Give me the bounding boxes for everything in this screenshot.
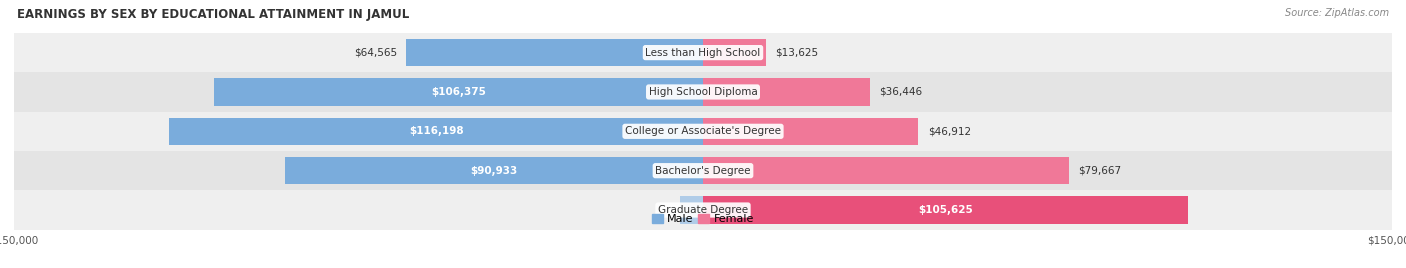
Legend: Male, Female: Male, Female: [647, 210, 759, 229]
Text: Less than High School: Less than High School: [645, 48, 761, 58]
Text: $0: $0: [713, 205, 725, 215]
Text: $106,375: $106,375: [432, 87, 486, 97]
Text: Graduate Degree: Graduate Degree: [658, 205, 748, 215]
Text: $64,565: $64,565: [354, 48, 398, 58]
Text: Bachelor's Degree: Bachelor's Degree: [655, 166, 751, 176]
Text: $90,933: $90,933: [471, 166, 517, 176]
Text: $36,446: $36,446: [880, 87, 922, 97]
Text: $46,912: $46,912: [928, 126, 970, 136]
Bar: [169, 118, 703, 145]
Bar: [14, 112, 1392, 151]
Text: $13,625: $13,625: [775, 48, 818, 58]
Text: $105,625: $105,625: [918, 205, 973, 215]
Bar: [14, 151, 1392, 190]
Bar: [703, 157, 1069, 184]
Bar: [406, 39, 703, 66]
Text: $116,198: $116,198: [409, 126, 464, 136]
Text: High School Diploma: High School Diploma: [648, 87, 758, 97]
Bar: [285, 157, 703, 184]
Bar: [681, 196, 703, 224]
Bar: [14, 72, 1392, 112]
Bar: [215, 78, 703, 106]
Bar: [703, 118, 918, 145]
Text: College or Associate's Degree: College or Associate's Degree: [626, 126, 780, 136]
Bar: [703, 78, 870, 106]
Bar: [14, 190, 1392, 230]
Bar: [703, 196, 1188, 224]
Text: EARNINGS BY SEX BY EDUCATIONAL ATTAINMENT IN JAMUL: EARNINGS BY SEX BY EDUCATIONAL ATTAINMEN…: [17, 8, 409, 21]
Bar: [703, 39, 766, 66]
Text: Source: ZipAtlas.com: Source: ZipAtlas.com: [1285, 8, 1389, 18]
Bar: [14, 33, 1392, 72]
Text: $79,667: $79,667: [1078, 166, 1121, 176]
